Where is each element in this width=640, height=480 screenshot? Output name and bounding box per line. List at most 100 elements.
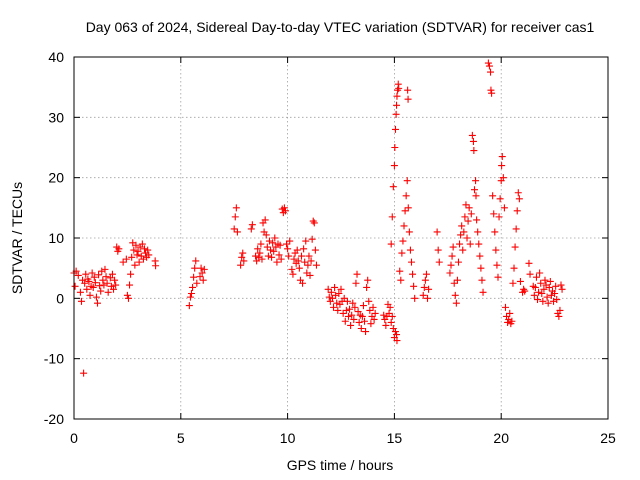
data-point bbox=[451, 291, 459, 299]
data-point bbox=[92, 293, 100, 301]
data-point bbox=[448, 252, 456, 260]
y-tick-label: 20 bbox=[48, 170, 64, 186]
data-point bbox=[111, 276, 119, 284]
data-point bbox=[393, 92, 401, 100]
data-point bbox=[484, 59, 492, 67]
data-point bbox=[230, 225, 238, 233]
x-tick-label: 15 bbox=[387, 430, 403, 446]
data-point bbox=[335, 290, 343, 298]
data-point bbox=[301, 258, 309, 266]
data-point bbox=[508, 317, 516, 325]
data-point bbox=[388, 213, 396, 221]
data-point bbox=[387, 318, 395, 326]
data-point bbox=[435, 258, 443, 266]
data-point bbox=[404, 86, 412, 94]
data-point bbox=[138, 240, 146, 248]
data-point bbox=[311, 246, 319, 254]
data-point bbox=[353, 270, 361, 278]
data-point bbox=[541, 276, 549, 284]
data-point bbox=[407, 258, 415, 266]
data-point bbox=[97, 287, 105, 295]
data-point bbox=[460, 228, 468, 236]
data-point bbox=[199, 276, 207, 284]
data-point bbox=[365, 297, 373, 305]
data-point bbox=[392, 110, 400, 118]
data-point bbox=[471, 186, 478, 194]
data-point bbox=[402, 192, 410, 200]
data-point bbox=[286, 237, 294, 245]
data-point bbox=[452, 299, 460, 307]
data-point bbox=[424, 294, 432, 302]
data-point bbox=[331, 283, 339, 291]
data-point bbox=[256, 249, 264, 257]
data-point bbox=[364, 276, 372, 284]
data-point bbox=[237, 261, 245, 269]
data-point bbox=[547, 291, 555, 299]
data-point bbox=[520, 285, 528, 293]
data-point bbox=[281, 207, 289, 215]
data-point bbox=[103, 279, 111, 287]
data-point bbox=[130, 246, 138, 254]
data-point bbox=[511, 243, 519, 251]
data-point bbox=[238, 253, 246, 261]
data-point bbox=[85, 277, 93, 285]
data-point bbox=[268, 253, 276, 261]
data-point bbox=[348, 311, 356, 319]
data-point bbox=[463, 234, 471, 242]
data-point bbox=[492, 246, 500, 254]
data-point bbox=[71, 282, 79, 290]
data-point bbox=[488, 89, 496, 97]
data-point bbox=[267, 246, 275, 254]
data-point bbox=[539, 297, 547, 305]
data-point bbox=[191, 264, 199, 272]
data-point bbox=[197, 264, 205, 272]
data-point bbox=[387, 240, 395, 248]
data-point bbox=[398, 249, 406, 257]
data-point bbox=[152, 262, 160, 270]
data-point bbox=[401, 207, 409, 215]
data-point bbox=[127, 270, 135, 278]
data-point bbox=[310, 219, 318, 227]
data-point bbox=[294, 257, 302, 265]
data-point bbox=[464, 217, 472, 225]
data-point bbox=[421, 276, 429, 284]
data-point bbox=[276, 241, 284, 249]
data-point bbox=[285, 252, 293, 260]
data-point bbox=[328, 294, 336, 302]
data-point bbox=[333, 299, 341, 307]
data-point bbox=[192, 257, 200, 265]
data-point bbox=[538, 290, 546, 298]
x-tick-label: 25 bbox=[600, 430, 616, 446]
data-point bbox=[422, 270, 430, 278]
data-point bbox=[513, 207, 521, 215]
data-point bbox=[80, 369, 88, 377]
data-point bbox=[346, 305, 354, 313]
data-point bbox=[393, 101, 401, 109]
data-point bbox=[544, 299, 552, 307]
data-point bbox=[145, 251, 153, 259]
data-point bbox=[104, 288, 112, 296]
y-tick-label: -20 bbox=[44, 411, 64, 427]
data-points bbox=[70, 59, 566, 377]
data-point bbox=[264, 252, 272, 260]
grid bbox=[74, 57, 608, 419]
data-point bbox=[536, 269, 544, 277]
data-point bbox=[293, 246, 301, 254]
data-point bbox=[99, 276, 107, 284]
data-point bbox=[332, 291, 340, 299]
data-point bbox=[419, 291, 427, 299]
data-point bbox=[101, 265, 109, 273]
data-point bbox=[489, 192, 497, 200]
data-point bbox=[530, 291, 538, 299]
data-point bbox=[263, 243, 271, 251]
data-point bbox=[306, 271, 314, 279]
data-point bbox=[270, 247, 278, 255]
data-point bbox=[391, 144, 399, 151]
x-tick-label: 5 bbox=[177, 430, 185, 446]
data-point bbox=[399, 237, 407, 245]
data-point bbox=[258, 255, 266, 263]
data-point bbox=[288, 265, 296, 273]
data-point bbox=[82, 270, 90, 278]
data-point bbox=[128, 253, 136, 261]
data-point bbox=[410, 282, 418, 290]
